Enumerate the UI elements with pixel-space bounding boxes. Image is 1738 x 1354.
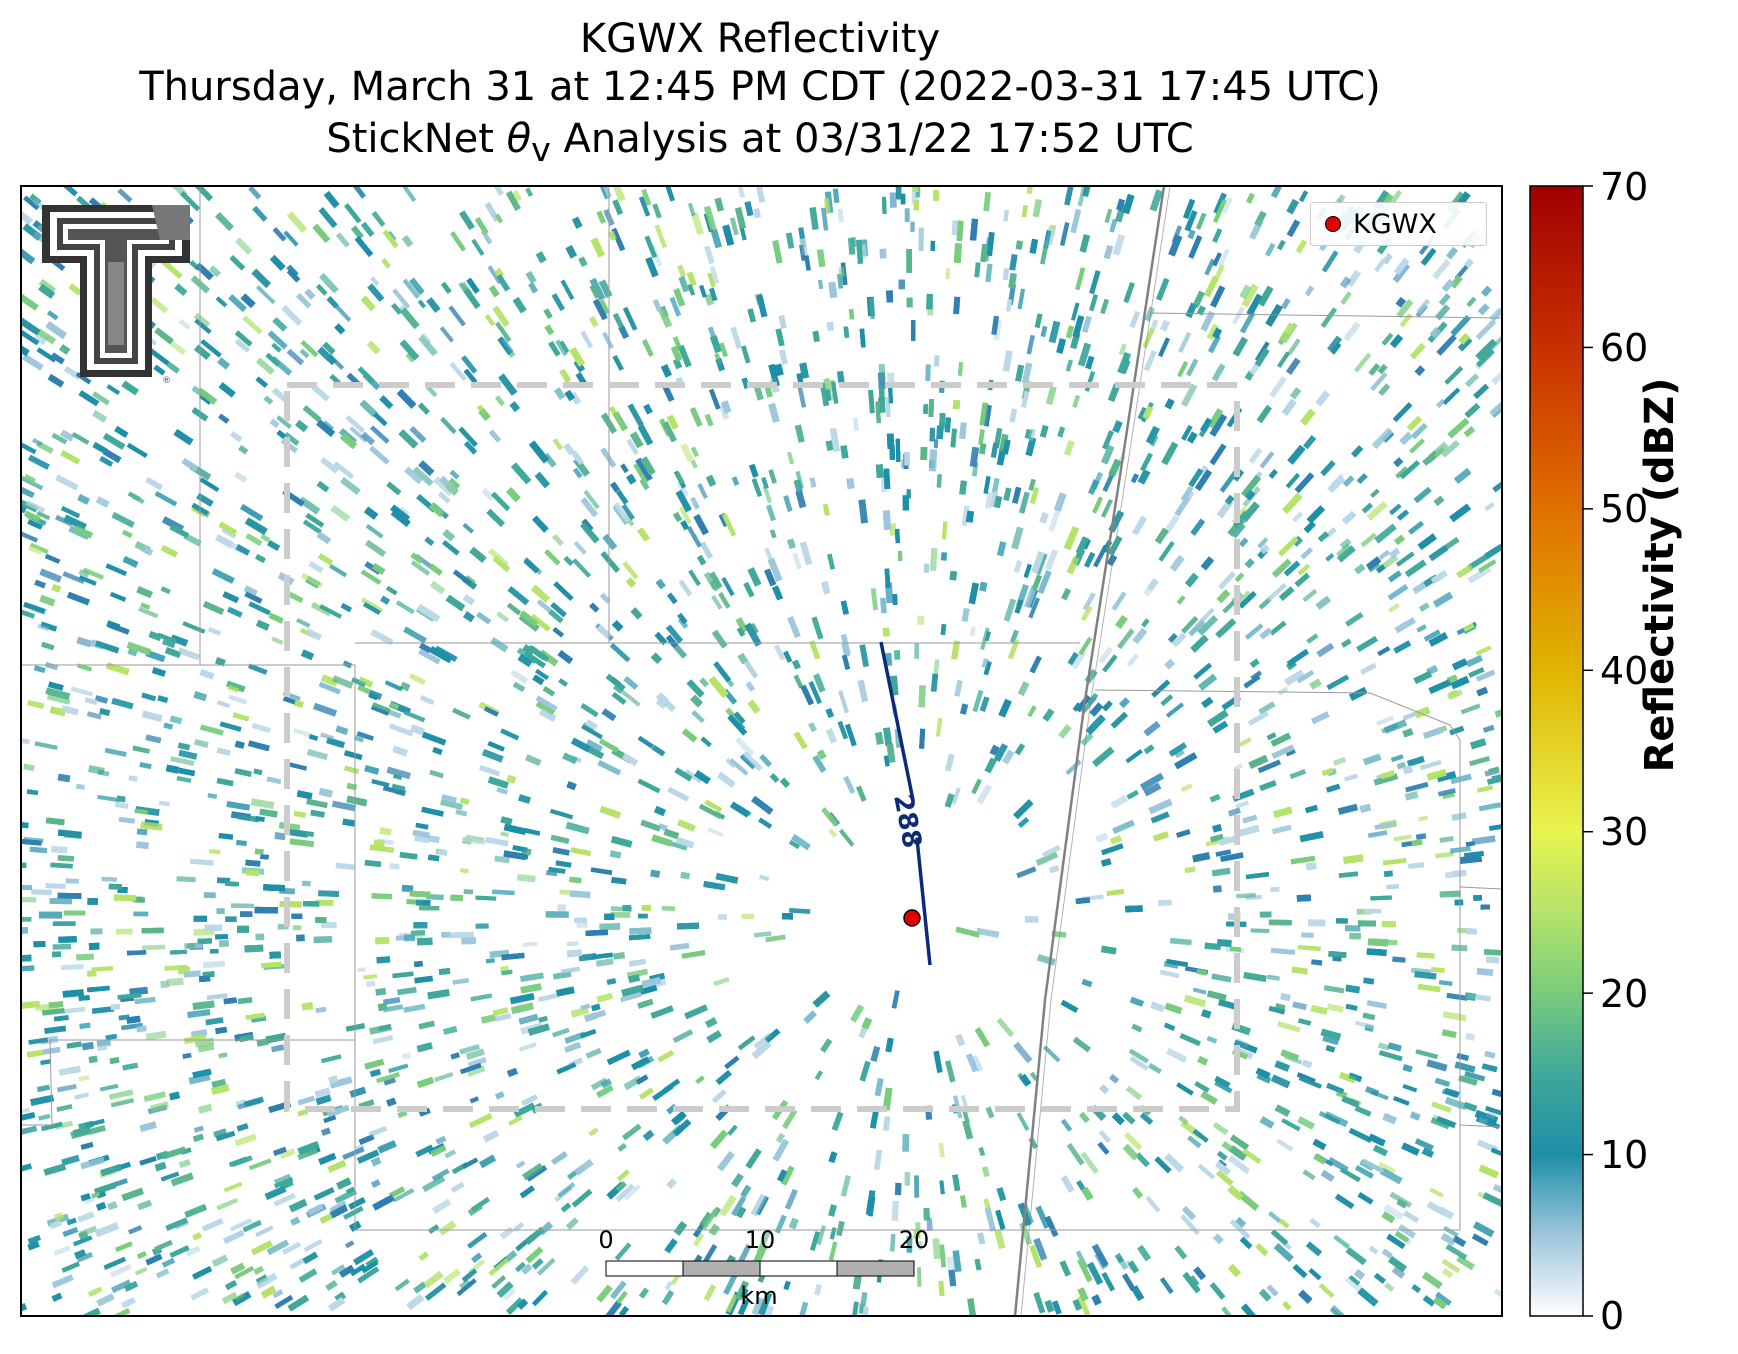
- map-frame: [20, 185, 1503, 1317]
- theta-symbol: θ: [506, 116, 532, 162]
- scalebar-tick-20: 20: [898, 1226, 930, 1254]
- colorbar-tick-label: 10: [1600, 1133, 1649, 1177]
- colorbar-tick-label: 70: [1600, 165, 1649, 209]
- analysis-subtitle: StickNet θv Analysis at 03/31/22 17:52 U…: [326, 116, 1194, 169]
- scalebar-tick-0: 0: [598, 1226, 614, 1254]
- colorbar-tick-label: 0: [1600, 1294, 1625, 1338]
- colorbar-label: Reflectivity (dBZ): [1637, 377, 1683, 773]
- texas-tech-double-t-logo: ®: [42, 205, 190, 386]
- highway-line: [879, 641, 932, 966]
- colorbar: [1529, 185, 1584, 1317]
- colorbar-tick-label: 40: [1600, 649, 1649, 693]
- scale-bar: [605, 1260, 915, 1277]
- theta-subscript: v: [531, 130, 551, 169]
- scalebar-tick-10: 10: [744, 1226, 776, 1254]
- radar-site-marker[interactable]: [903, 909, 921, 927]
- scalebar-unit: km: [740, 1282, 778, 1310]
- colorbar-ticks: [1583, 185, 1593, 1317]
- radar-site-legend-marker: [1325, 216, 1341, 232]
- map-legend: KGWX: [1310, 202, 1487, 246]
- colorbar-tick-label: 50: [1600, 487, 1649, 531]
- legend-label: KGWX: [1353, 209, 1437, 240]
- state-boundary: [1013, 186, 1171, 1316]
- map-title: KGWX Reflectivity: [579, 16, 941, 62]
- map-subtitle: Thursday, March 31 at 12:45 PM CDT (2022…: [139, 64, 1381, 110]
- reflectivity-field: [21, 186, 1502, 1316]
- analysis-domain-box: [284, 382, 1240, 1112]
- colorbar-tick-label: 20: [1600, 972, 1649, 1016]
- county-boundaries: [21, 186, 1502, 1231]
- colorbar-tick-label: 60: [1600, 326, 1649, 370]
- colorbar-tick-label: 30: [1600, 810, 1649, 854]
